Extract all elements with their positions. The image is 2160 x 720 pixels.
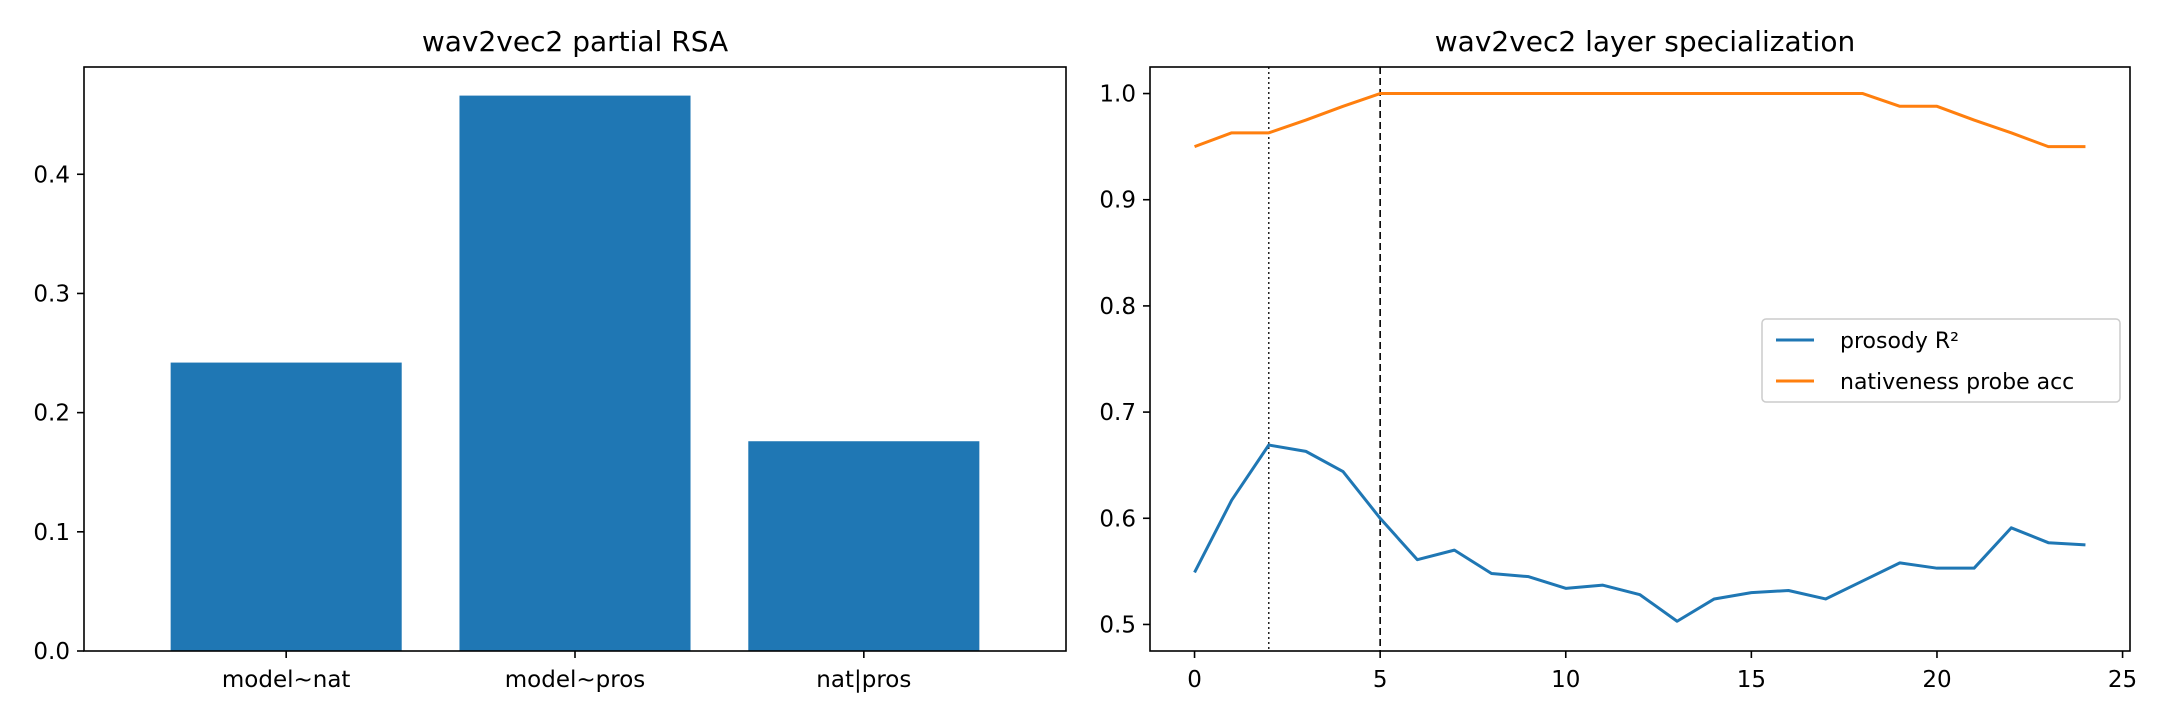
bar-y-tick-label-2: 0.2	[33, 401, 70, 427]
line-plot-frame	[1149, 66, 2131, 652]
bar-0	[170, 362, 402, 651]
series-line-0	[1193, 443, 2086, 623]
line-y-tick-label-4: 0.9	[1099, 188, 1136, 214]
line-y-tick-label-3: 0.8	[1099, 294, 1136, 320]
line-series	[1193, 92, 2086, 623]
bar-plot-frame	[83, 66, 1067, 652]
line-chart-title: wav2vec2 layer specialization	[1435, 25, 1855, 58]
bar-marks	[170, 95, 980, 652]
bar-y-tick-label-1: 0.1	[33, 520, 70, 546]
line-x-tick-label-4: 20	[1922, 667, 1951, 693]
line-x-tick-label-1: 5	[1373, 667, 1388, 693]
legend-label-prosody: prosody R²	[1840, 329, 1959, 354]
legend: prosody R² nativeness probe acc	[1761, 318, 2121, 403]
series-line-1	[1194, 92, 2086, 149]
line-y-tick-label-0: 0.5	[1099, 612, 1136, 638]
line-x-tick-label-0: 0	[1187, 667, 1202, 693]
bar-x-tick-label-0: model~nat	[222, 667, 351, 693]
bar-y-axis: 0.0 0.1 0.2 0.3 0.4	[33, 162, 84, 665]
line-y-tick-label-1: 0.6	[1099, 506, 1136, 532]
line-chart: wav2vec2 layer specialization 0.50.60.70…	[1099, 25, 2137, 693]
legend-label-nativeness: nativeness probe acc	[1840, 370, 2074, 395]
line-y-axis: 0.5 0.6 0.7 0.8 0.9 1.0	[1099, 82, 1150, 638]
bar-y-tick-label-4: 0.4	[33, 162, 70, 188]
bar-y-tick-label-3: 0.3	[33, 281, 70, 307]
line-x-axis: 0 5 10 15 20 25	[1187, 651, 2137, 693]
bar-2	[748, 441, 980, 651]
legend-box	[1761, 318, 2121, 403]
bar-x-tick-label-1: model~pros	[505, 667, 646, 693]
line-x-tick-label-3: 15	[1737, 667, 1766, 693]
bar-chart-title: wav2vec2 partial RSA	[422, 25, 728, 58]
line-reference-lines	[1268, 67, 1381, 651]
line-x-tick-label-2: 10	[1551, 667, 1580, 693]
bar-y-tick-label-0: 0.0	[33, 639, 70, 665]
line-x-tick-label-5: 25	[2108, 667, 2137, 693]
bar-x-axis: model~nat model~pros nat|pros	[222, 651, 911, 693]
bar-1	[459, 95, 691, 652]
line-y-tick-label-5: 1.0	[1099, 82, 1136, 108]
bar-chart: wav2vec2 partial RSA 0.0 0.1 0.2 0.3 0.4 mod…	[33, 25, 1067, 693]
line-y-tick-label-2: 0.7	[1099, 400, 1136, 426]
bar-x-tick-label-2: nat|pros	[816, 667, 911, 693]
